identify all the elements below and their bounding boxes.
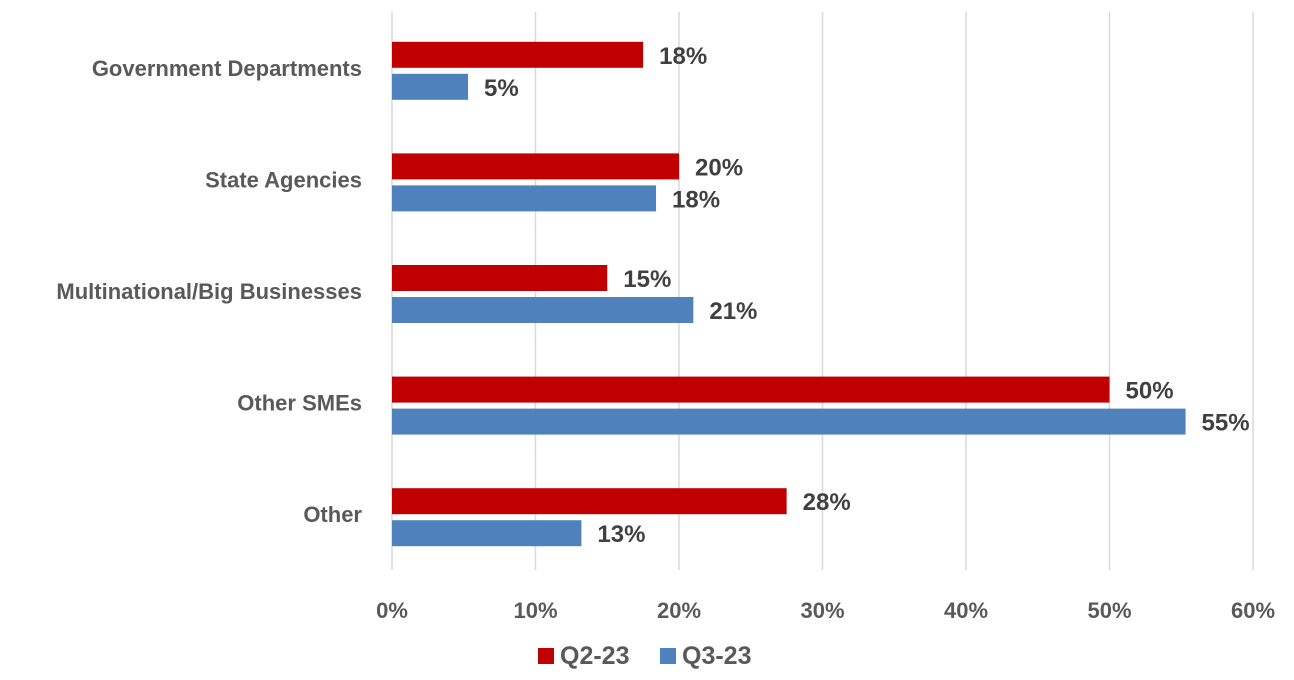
category-label: Government Departments <box>92 56 362 81</box>
bar-q2-23 <box>392 265 608 291</box>
x-tick-label: 20% <box>657 598 701 623</box>
data-label: 20% <box>695 154 743 181</box>
legend-label: Q2-23 <box>560 642 629 670</box>
data-label: 50% <box>1126 378 1174 405</box>
bar-q2-23 <box>392 376 1110 403</box>
legend-label: Q3-23 <box>682 642 751 670</box>
bar-q3-23 <box>392 297 694 323</box>
data-label: 13% <box>597 521 645 548</box>
x-tick-label: 50% <box>1087 598 1131 623</box>
bar-q2-23 <box>392 153 679 180</box>
category-label: Multinational/Big Businesses <box>56 279 362 304</box>
x-tick-label: 60% <box>1231 598 1275 623</box>
x-tick-label: 40% <box>944 598 988 623</box>
data-label: 5% <box>484 75 519 102</box>
x-tick-label: 0% <box>376 598 408 623</box>
data-label: 18% <box>672 186 720 213</box>
bar-q3-23 <box>392 408 1186 435</box>
category-label: Other SMEs <box>237 391 362 416</box>
category-labels: Government Departments State Agencies Mult… <box>56 56 362 527</box>
data-labels: 18% 5% 20% 18% 15% 21% 50% 55% 28% 13% <box>484 43 1250 548</box>
bar-q2-23 <box>392 488 787 515</box>
data-label: 18% <box>659 43 707 70</box>
data-label: 21% <box>709 298 757 325</box>
x-tick-label: 10% <box>513 598 557 623</box>
data-label: 15% <box>623 266 671 293</box>
category-label: Other <box>303 502 362 527</box>
bar-q3-23 <box>392 520 582 547</box>
data-label: 55% <box>1202 410 1250 437</box>
x-axis-tick-labels: 0% 10% 20% 30% 40% 50% 60% <box>376 598 1275 623</box>
legend-swatch-q2-23 <box>538 648 554 664</box>
bar-q3-23 <box>392 73 469 100</box>
x-tick-label: 30% <box>800 598 844 623</box>
bar-q2-23 <box>392 41 644 68</box>
bars <box>392 41 1186 547</box>
legend: Q2-23 Q3-23 <box>538 642 751 670</box>
data-label: 28% <box>803 489 851 516</box>
gridlines <box>391 12 1254 570</box>
legend-swatch-q3-23 <box>660 648 676 664</box>
bar-q3-23 <box>392 185 657 212</box>
category-label: State Agencies <box>205 167 362 192</box>
